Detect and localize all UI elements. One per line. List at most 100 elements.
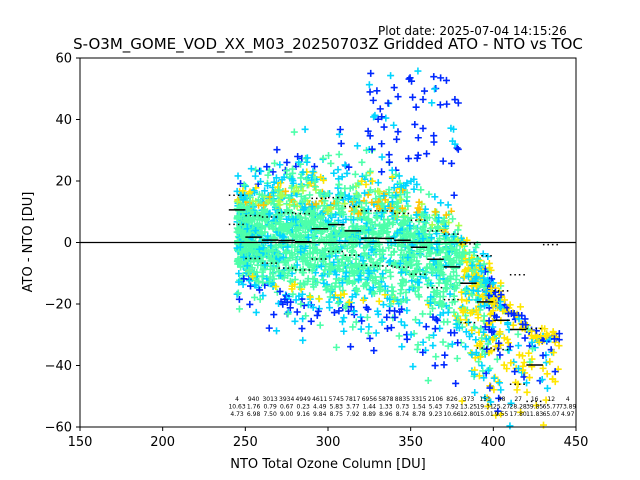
- scatter-point: [344, 257, 352, 265]
- scatter-point: [442, 232, 450, 240]
- scatter-point: [403, 267, 411, 275]
- scatter-point: [497, 279, 505, 287]
- scatter-point: [276, 272, 284, 280]
- scatter-point: [495, 394, 503, 402]
- scatter-point: [306, 179, 314, 187]
- scatter-point: [239, 196, 247, 204]
- scatter-point: [352, 318, 360, 326]
- scatter-point: [265, 324, 273, 332]
- scatter-point: [438, 269, 446, 277]
- x-axis-label: NTO Total Ozone Column [DU]: [230, 457, 426, 472]
- bin-count-label: 6956: [362, 396, 377, 403]
- bin-count-label: 4: [235, 396, 239, 403]
- scatter-point: [306, 293, 314, 301]
- scatter-point: [475, 358, 483, 366]
- scatter-point: [362, 180, 370, 188]
- scatter-point: [413, 345, 421, 353]
- scatter-point: [360, 208, 368, 216]
- scatter-point: [339, 196, 347, 204]
- scatter-point: [462, 343, 470, 351]
- scatter-point: [506, 301, 514, 309]
- scatter-point: [388, 283, 396, 291]
- scatter-point: [374, 265, 382, 273]
- scatter-point: [303, 219, 311, 227]
- scatter-point: [500, 334, 508, 342]
- scatter-point: [514, 365, 522, 373]
- scatter-point: [431, 85, 439, 93]
- scatter-point: [332, 202, 340, 210]
- scatter-point: [413, 180, 421, 188]
- scatter-point: [288, 263, 296, 271]
- scatter-point: [348, 293, 356, 301]
- scatter-point: [422, 323, 430, 331]
- scatter-point: [481, 394, 489, 402]
- scatter-point: [237, 180, 245, 188]
- scatter-point: [239, 230, 247, 238]
- scatter-point: [298, 290, 306, 298]
- scatter-point: [431, 208, 439, 216]
- scatter-point: [369, 274, 377, 282]
- scatter-point: [297, 232, 305, 240]
- scatter-point: [356, 272, 364, 280]
- scatter-point: [340, 290, 348, 298]
- scatter-point: [372, 213, 380, 221]
- scatter-point: [394, 242, 402, 250]
- scatter-point: [496, 379, 504, 387]
- scatter-point: [334, 166, 342, 174]
- scatter-point: [240, 253, 248, 261]
- scatter-point: [349, 216, 357, 224]
- bin-std-label: 4.73: [230, 411, 244, 418]
- scatter-point: [380, 123, 388, 131]
- scatter-point: [240, 275, 248, 283]
- scatter-point: [426, 299, 434, 307]
- scatter-point: [378, 153, 386, 161]
- scatter-point: [480, 374, 488, 382]
- scatter-point: [448, 159, 456, 167]
- scatter-point: [490, 374, 498, 382]
- scatter-point: [440, 318, 448, 326]
- scatter-point: [392, 171, 400, 179]
- scatter-point: [451, 96, 459, 104]
- scatter-point: [448, 340, 456, 348]
- scatter-point: [276, 198, 284, 206]
- scatter-point: [475, 372, 483, 380]
- scatter-point: [270, 311, 278, 319]
- scatter-point: [391, 307, 399, 315]
- scatter-point: [299, 257, 307, 265]
- scatter-point: [275, 186, 283, 194]
- scatter-point: [516, 303, 524, 311]
- scatter-point: [542, 359, 550, 367]
- scatter-point: [447, 124, 455, 132]
- scatter-point: [320, 176, 328, 184]
- scatter-point: [439, 157, 447, 165]
- scatter-point: [419, 124, 427, 132]
- scatter-point: [280, 233, 288, 241]
- scatter-point: [453, 144, 461, 152]
- scatter-point: [415, 217, 423, 225]
- scatter-point: [357, 253, 365, 261]
- scatter-point: [240, 181, 248, 189]
- scatter-point: [336, 298, 344, 306]
- scatter-point: [283, 215, 291, 223]
- scatter-point: [419, 310, 427, 318]
- bin-mean-label: 73.89: [559, 404, 576, 411]
- scatter-point: [454, 99, 462, 107]
- scatter-point: [234, 289, 242, 297]
- scatter-point: [482, 279, 490, 287]
- scatter-point: [350, 307, 358, 315]
- scatter-point: [480, 283, 488, 291]
- scatter-point: [368, 177, 376, 185]
- scatter-point: [300, 279, 308, 287]
- scatter-point: [411, 287, 419, 295]
- scatter-point: [491, 288, 499, 296]
- scatter-point: [484, 252, 492, 260]
- scatter-point: [393, 135, 401, 143]
- scatter-point: [368, 245, 376, 253]
- scatter-point: [433, 316, 441, 324]
- scatter-point: [297, 174, 305, 182]
- scatter-point: [338, 173, 346, 181]
- scatter-point: [495, 339, 503, 347]
- scatter-point: [546, 358, 554, 366]
- scatter-point: [264, 251, 272, 259]
- bin-mean-label: 1.33: [379, 404, 393, 411]
